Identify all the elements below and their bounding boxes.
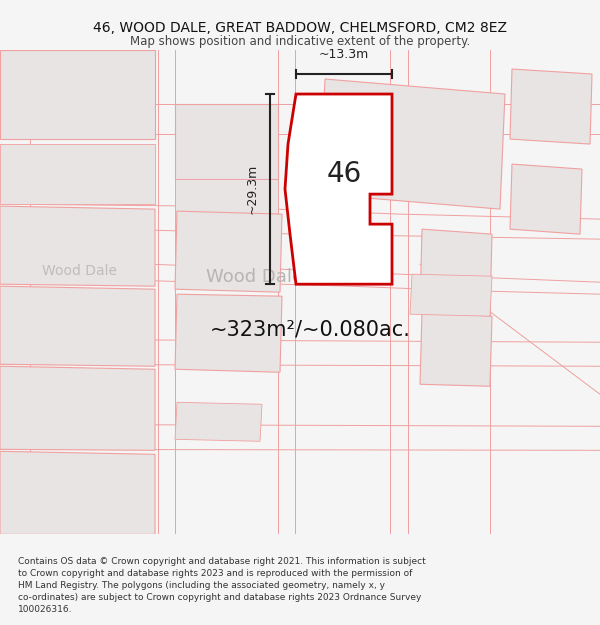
Polygon shape <box>410 274 492 316</box>
Polygon shape <box>175 294 282 372</box>
Polygon shape <box>175 179 278 234</box>
Polygon shape <box>0 50 155 139</box>
Polygon shape <box>510 164 582 234</box>
Text: co-ordinates) are subject to Crown copyright and database rights 2023 Ordnance S: co-ordinates) are subject to Crown copyr… <box>18 593 421 602</box>
Polygon shape <box>175 211 282 292</box>
Text: 46: 46 <box>326 160 362 188</box>
Text: 100026316.: 100026316. <box>18 605 73 614</box>
Text: HM Land Registry. The polygons (including the associated geometry, namely x, y: HM Land Registry. The polygons (includin… <box>18 581 385 590</box>
Polygon shape <box>510 69 592 144</box>
Polygon shape <box>0 366 155 450</box>
Polygon shape <box>0 144 155 204</box>
Text: ~323m²/~0.080ac.: ~323m²/~0.080ac. <box>209 319 410 339</box>
Polygon shape <box>0 206 155 286</box>
Text: to Crown copyright and database rights 2023 and is reproduced with the permissio: to Crown copyright and database rights 2… <box>18 569 412 578</box>
Polygon shape <box>320 79 505 209</box>
Text: ~29.3m: ~29.3m <box>245 164 259 214</box>
Text: Contains OS data © Crown copyright and database right 2021. This information is : Contains OS data © Crown copyright and d… <box>18 558 426 566</box>
Polygon shape <box>285 94 392 284</box>
Text: ~13.3m: ~13.3m <box>319 48 369 61</box>
Text: 46, WOOD DALE, GREAT BADDOW, CHELMSFORD, CM2 8EZ: 46, WOOD DALE, GREAT BADDOW, CHELMSFORD,… <box>93 21 507 34</box>
Polygon shape <box>0 451 155 534</box>
Text: Wood Dale: Wood Dale <box>206 268 304 286</box>
Polygon shape <box>175 402 262 441</box>
Polygon shape <box>175 104 278 179</box>
Polygon shape <box>420 312 492 386</box>
Text: Wood Dale: Wood Dale <box>43 264 118 278</box>
Polygon shape <box>420 229 492 312</box>
Text: Map shows position and indicative extent of the property.: Map shows position and indicative extent… <box>130 36 470 48</box>
Polygon shape <box>0 286 155 366</box>
